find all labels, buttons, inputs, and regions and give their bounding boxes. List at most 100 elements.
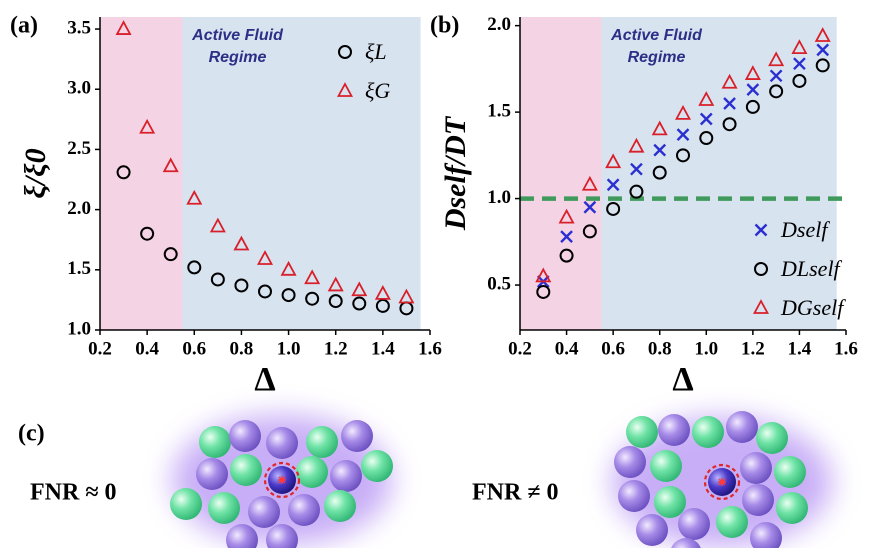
y-tick-label: 2.0 bbox=[487, 14, 511, 35]
marker-triangle bbox=[304, 269, 321, 285]
legend-marker bbox=[336, 82, 354, 97]
green-particle bbox=[756, 422, 788, 454]
marker-circle bbox=[815, 58, 830, 73]
purple-particle bbox=[229, 420, 261, 452]
marker-circle bbox=[699, 131, 714, 146]
x-axis-title: Δ bbox=[672, 361, 693, 398]
purple-particle bbox=[740, 452, 772, 484]
purple-particle bbox=[266, 524, 298, 548]
purple-particle bbox=[266, 427, 298, 459]
purple-particle bbox=[196, 458, 228, 490]
panel-label: (b) bbox=[430, 13, 459, 39]
green-particle bbox=[626, 416, 658, 448]
marker-triangle bbox=[139, 118, 156, 134]
y-tick-label: 1.0 bbox=[67, 318, 91, 339]
legend-marker bbox=[338, 45, 352, 59]
chart: Active Fluid Regime 0.2 0.4 0.6 0.8 1.0 1.2 1.4 1… bbox=[10, 13, 442, 398]
marker-circle bbox=[163, 247, 178, 262]
shaded-region bbox=[182, 17, 421, 330]
x-tick-label: 0.2 bbox=[508, 338, 532, 359]
tagged-star bbox=[718, 478, 726, 486]
x-tick-label: 1.6 bbox=[834, 338, 858, 359]
region-label: Active Fluid bbox=[191, 27, 284, 44]
particle-cluster bbox=[612, 411, 832, 548]
purple-particle bbox=[248, 496, 280, 528]
y-tick-label: 3.0 bbox=[67, 78, 91, 99]
x-tick-label: 1.6 bbox=[418, 338, 442, 359]
green-particle bbox=[324, 490, 356, 522]
x-tick-label: 0.8 bbox=[648, 338, 672, 359]
legend-marker bbox=[754, 223, 768, 237]
panel-c: (c) FNR ≈ 0 FNR ≠ 0 bbox=[18, 411, 832, 548]
tagged-ring bbox=[263, 461, 301, 499]
marker-triangle bbox=[558, 208, 575, 224]
marker-circle bbox=[281, 288, 296, 303]
legend-label: ξL bbox=[365, 39, 387, 64]
x-tick-label: 1.2 bbox=[324, 338, 348, 359]
marker-triangle bbox=[651, 120, 668, 136]
marker-triangle bbox=[814, 27, 831, 42]
panel-label: (c) bbox=[18, 421, 45, 447]
marker-triangle bbox=[186, 189, 203, 205]
marker-triangle bbox=[744, 65, 761, 80]
y-tick-label: 0.5 bbox=[487, 273, 511, 294]
marker-x bbox=[816, 43, 830, 57]
marker-circle bbox=[536, 284, 551, 299]
marker-circle bbox=[792, 73, 807, 88]
purple-particle bbox=[671, 538, 701, 548]
marker-circle bbox=[116, 165, 131, 180]
legend-label: DLself bbox=[780, 256, 843, 281]
marker-circle bbox=[187, 260, 202, 275]
marker-triangle bbox=[605, 153, 622, 169]
marker-circle bbox=[375, 298, 390, 313]
green-particle bbox=[650, 450, 682, 482]
y-tick-label: 2.5 bbox=[67, 138, 91, 159]
legend-label: ξG bbox=[365, 78, 390, 103]
region-label: Active Fluid bbox=[610, 27, 703, 44]
marker-x bbox=[769, 69, 783, 83]
marker-circle bbox=[769, 84, 784, 99]
green-particle bbox=[306, 426, 338, 458]
shaded-region bbox=[100, 17, 183, 330]
green-particle bbox=[776, 492, 808, 524]
marker-triangle bbox=[581, 175, 598, 191]
purple-particle bbox=[750, 522, 782, 548]
marker-x bbox=[583, 200, 597, 214]
purple-particle bbox=[341, 420, 373, 452]
marker-circle bbox=[352, 296, 367, 311]
x-tick-label: 1.2 bbox=[741, 338, 765, 359]
marker-triangle bbox=[721, 73, 738, 89]
marker-triangle bbox=[398, 288, 415, 304]
marker-triangle bbox=[115, 20, 132, 35]
y-tick-label: 3.5 bbox=[67, 17, 91, 38]
marker-triangle bbox=[327, 276, 344, 292]
green-particle bbox=[199, 426, 231, 458]
purple-particle bbox=[658, 414, 690, 446]
particle-cluster bbox=[170, 415, 393, 548]
marker-x bbox=[560, 230, 573, 243]
marker-x bbox=[630, 162, 643, 176]
marker-x bbox=[653, 143, 667, 157]
green-particle bbox=[774, 456, 806, 488]
marker-triangle bbox=[280, 260, 297, 276]
marker-triangle bbox=[351, 281, 368, 297]
marker-circle bbox=[652, 165, 667, 180]
marker-triangle bbox=[256, 250, 274, 265]
marker-x bbox=[793, 57, 806, 71]
green-particle bbox=[170, 488, 202, 520]
marker-triangle bbox=[698, 91, 715, 106]
marker-triangle bbox=[768, 51, 785, 67]
marker-x bbox=[699, 112, 713, 126]
marker-circle bbox=[629, 184, 644, 199]
plots: Active Fluid Regime 0.2 0.4 0.6 0.8 1.0 1.2 1.4 1… bbox=[10, 13, 858, 398]
purple-particle bbox=[614, 446, 646, 478]
force-label: FNR ≈ 0 bbox=[30, 480, 117, 506]
purple-particle bbox=[678, 508, 710, 540]
purple-particle bbox=[288, 494, 320, 526]
marker-triangle bbox=[791, 39, 808, 55]
green-particle bbox=[296, 456, 328, 488]
marker-triangle bbox=[628, 137, 645, 153]
marker-circle bbox=[722, 117, 737, 132]
shaded-region bbox=[520, 17, 602, 330]
